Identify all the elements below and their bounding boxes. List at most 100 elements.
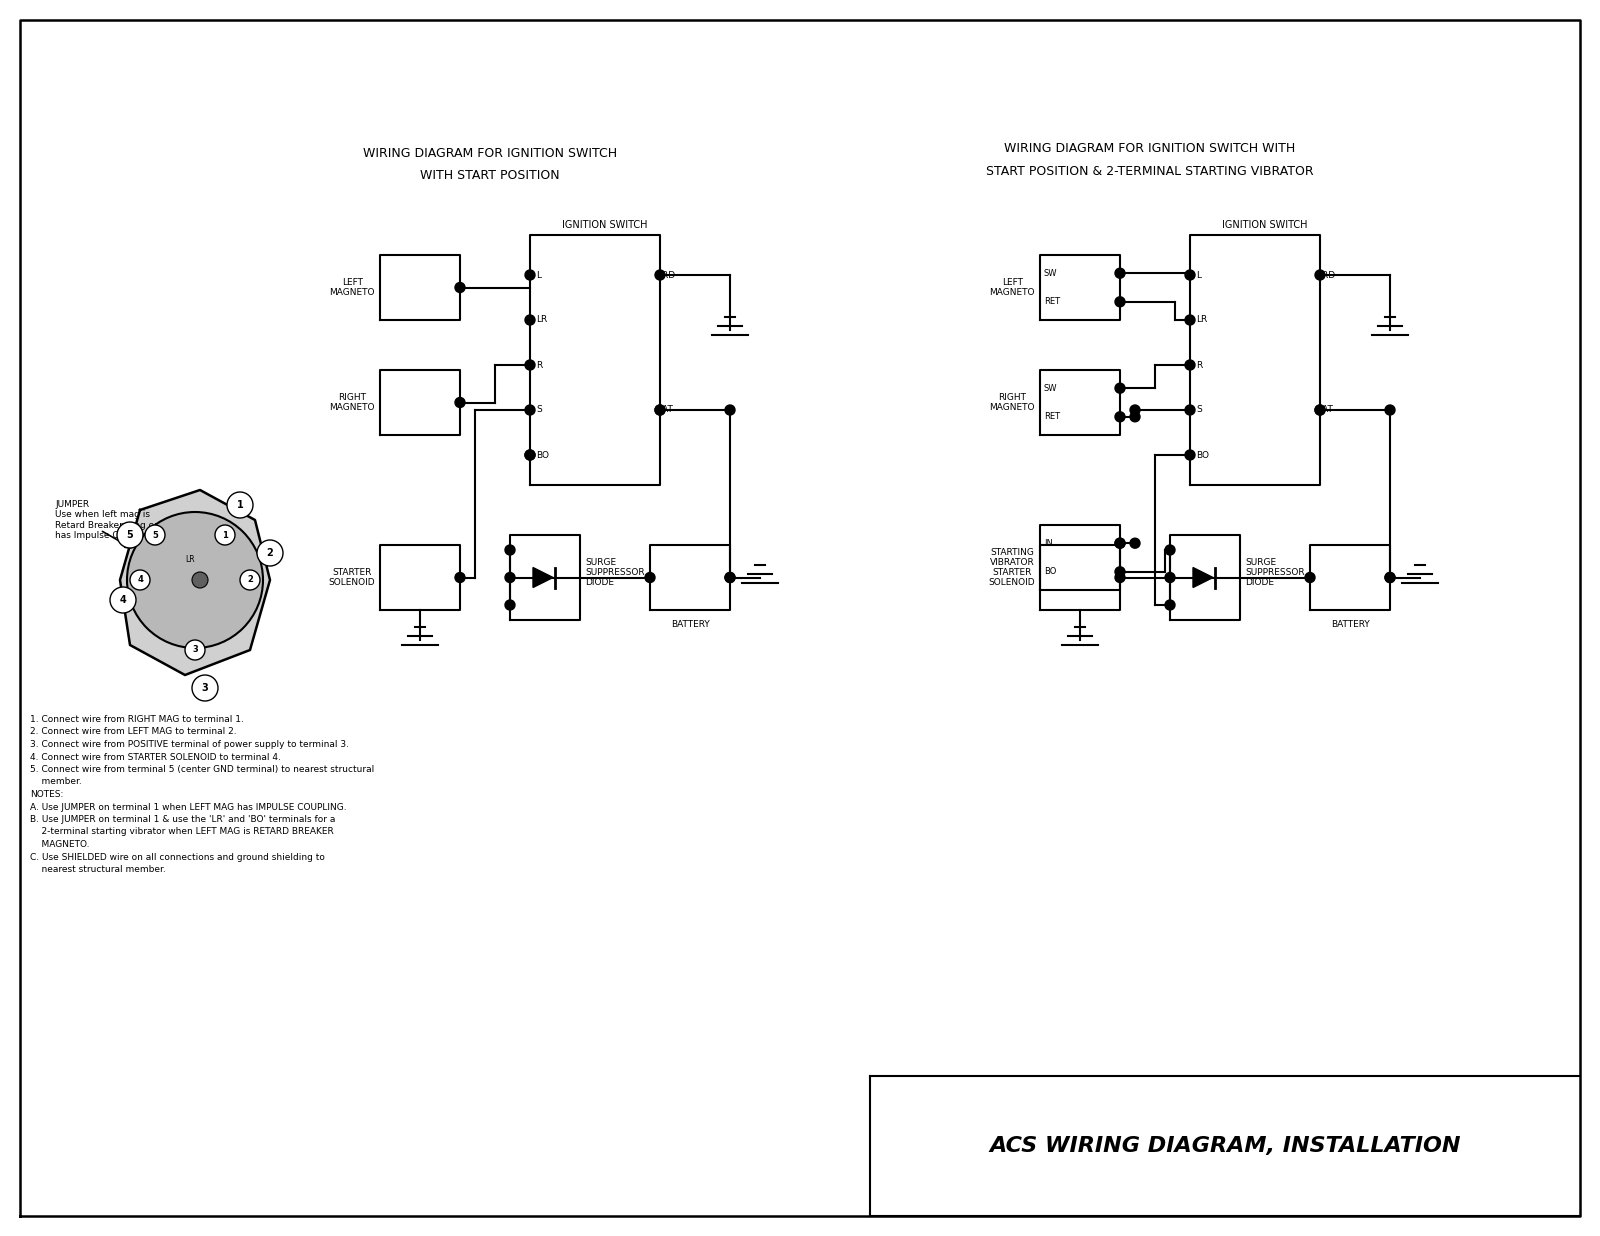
Text: START POSITION & 2-TERMINAL STARTING VIBRATOR: START POSITION & 2-TERMINAL STARTING VIB… — [986, 164, 1314, 178]
Circle shape — [1386, 405, 1395, 415]
Text: LR: LR — [536, 315, 547, 325]
Circle shape — [258, 540, 283, 566]
Circle shape — [454, 572, 466, 582]
Polygon shape — [1194, 567, 1213, 587]
Circle shape — [725, 405, 734, 415]
Text: LEFT
MAGNETO: LEFT MAGNETO — [989, 278, 1035, 297]
Circle shape — [525, 450, 534, 460]
Text: SURGE
SUPPRESSOR
DIODE: SURGE SUPPRESSOR DIODE — [586, 557, 645, 587]
Circle shape — [1130, 538, 1139, 549]
Text: BO: BO — [1043, 567, 1056, 576]
Text: GRD: GRD — [1315, 271, 1336, 279]
Circle shape — [654, 405, 666, 415]
Circle shape — [227, 492, 253, 518]
Text: RIGHT
MAGNETO: RIGHT MAGNETO — [330, 393, 374, 412]
Circle shape — [186, 640, 205, 660]
Text: GRD: GRD — [656, 271, 677, 279]
Circle shape — [506, 599, 515, 611]
Circle shape — [1186, 450, 1195, 460]
Polygon shape — [533, 567, 554, 587]
Text: 1: 1 — [222, 530, 227, 539]
Circle shape — [1115, 412, 1125, 421]
Circle shape — [645, 572, 654, 582]
Circle shape — [1306, 572, 1315, 582]
Circle shape — [192, 675, 218, 701]
Circle shape — [192, 572, 208, 588]
Circle shape — [1165, 599, 1174, 611]
Circle shape — [1115, 297, 1125, 307]
Circle shape — [1115, 268, 1125, 278]
Text: 5: 5 — [152, 530, 158, 539]
Text: 1. Connect wire from RIGHT MAG to terminal 1.
2. Connect wire from LEFT MAG to t: 1. Connect wire from RIGHT MAG to termin… — [30, 714, 374, 874]
Circle shape — [1186, 360, 1195, 370]
Circle shape — [1115, 567, 1125, 577]
Text: RET: RET — [1043, 298, 1061, 307]
Text: WIRING DIAGRAM FOR IGNITION SWITCH WITH: WIRING DIAGRAM FOR IGNITION SWITCH WITH — [1005, 142, 1296, 154]
Circle shape — [1130, 412, 1139, 421]
Circle shape — [1165, 572, 1174, 582]
Circle shape — [1115, 572, 1125, 582]
Text: BAT: BAT — [1315, 405, 1333, 414]
Text: IGNITION SWITCH: IGNITION SWITCH — [562, 220, 648, 230]
Text: 4: 4 — [120, 595, 126, 604]
Text: STARTING
VIBRATOR: STARTING VIBRATOR — [990, 548, 1035, 567]
Text: S: S — [1197, 405, 1202, 414]
Circle shape — [110, 587, 136, 613]
Circle shape — [725, 572, 734, 582]
Text: R: R — [1197, 361, 1202, 370]
Text: WIRING DIAGRAM FOR IGNITION SWITCH: WIRING DIAGRAM FOR IGNITION SWITCH — [363, 147, 618, 159]
Text: SW: SW — [1043, 268, 1058, 278]
Circle shape — [1130, 405, 1139, 415]
Text: JUMPER
Use when left mag is
Retard Breaker mag or
has Impulse Coupling: JUMPER Use when left mag is Retard Break… — [54, 501, 158, 540]
Circle shape — [654, 405, 666, 415]
Text: LEFT
MAGNETO: LEFT MAGNETO — [330, 278, 374, 297]
Circle shape — [525, 315, 534, 325]
Circle shape — [506, 572, 515, 582]
Text: BATTERY: BATTERY — [1331, 620, 1370, 629]
Circle shape — [1315, 269, 1325, 281]
Polygon shape — [120, 489, 270, 675]
Circle shape — [1165, 545, 1174, 555]
Circle shape — [454, 398, 466, 408]
Circle shape — [725, 572, 734, 582]
Text: R: R — [536, 361, 542, 370]
Circle shape — [525, 269, 534, 281]
Text: 2: 2 — [267, 548, 274, 557]
Text: STARTER
SOLENOID: STARTER SOLENOID — [328, 567, 374, 587]
Text: BO: BO — [1197, 450, 1210, 460]
Text: 1: 1 — [237, 501, 243, 510]
Text: RIGHT
MAGNETO: RIGHT MAGNETO — [989, 393, 1035, 412]
Circle shape — [525, 450, 534, 460]
Circle shape — [1186, 269, 1195, 281]
Text: 2: 2 — [246, 576, 253, 585]
Circle shape — [525, 405, 534, 415]
Text: L: L — [1197, 271, 1202, 279]
Circle shape — [130, 570, 150, 590]
Circle shape — [117, 522, 142, 548]
Text: RET: RET — [1043, 413, 1061, 421]
Text: 5: 5 — [126, 530, 133, 540]
Text: BAT: BAT — [656, 405, 674, 414]
Circle shape — [525, 360, 534, 370]
Text: 3: 3 — [202, 684, 208, 693]
Circle shape — [654, 269, 666, 281]
Circle shape — [1315, 405, 1325, 415]
Text: LR: LR — [186, 555, 195, 565]
Text: 4: 4 — [138, 576, 142, 585]
Text: IN: IN — [1043, 539, 1053, 548]
Text: ACS WIRING DIAGRAM, INSTALLATION: ACS WIRING DIAGRAM, INSTALLATION — [989, 1136, 1461, 1156]
Text: IGNITION SWITCH: IGNITION SWITCH — [1222, 220, 1307, 230]
Text: BO: BO — [536, 450, 549, 460]
Circle shape — [506, 545, 515, 555]
Circle shape — [1186, 405, 1195, 415]
Circle shape — [1386, 572, 1395, 582]
Text: S: S — [536, 405, 542, 414]
Circle shape — [454, 283, 466, 293]
Circle shape — [214, 525, 235, 545]
Text: L: L — [536, 271, 541, 279]
Text: SURGE
SUPPRESSOR
DIODE: SURGE SUPPRESSOR DIODE — [1245, 557, 1304, 587]
Circle shape — [1115, 383, 1125, 393]
Circle shape — [1115, 538, 1125, 549]
Circle shape — [146, 525, 165, 545]
Circle shape — [1186, 315, 1195, 325]
